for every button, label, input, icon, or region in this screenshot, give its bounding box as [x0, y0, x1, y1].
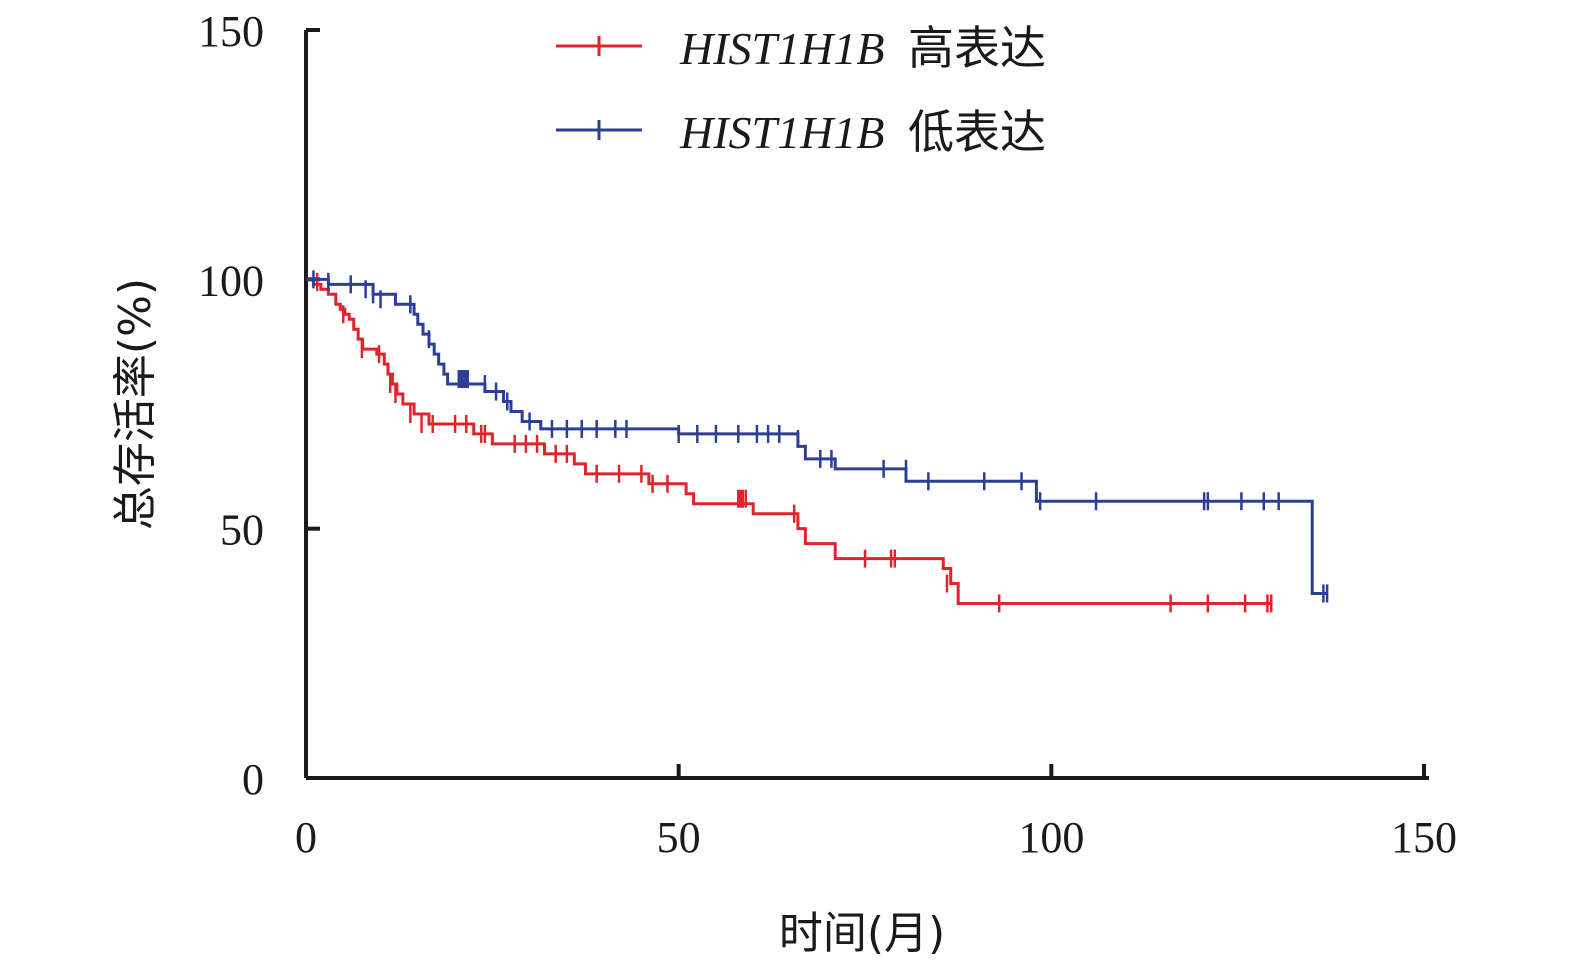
x-tick-label: 150 [1391, 813, 1457, 862]
x-tick-label: 100 [1018, 813, 1084, 862]
legend: HIST1H1B 高表达 HIST1H1B 低表达 [556, 21, 1046, 159]
series-layer [306, 270, 1329, 613]
series-high [306, 272, 1273, 613]
x-ticks: 0 50 100 150 [295, 764, 1457, 862]
legend-high-gene: HIST1H1B [679, 23, 884, 74]
y-ticks: 0 50 100 150 [198, 7, 320, 804]
x-tick-label: 50 [657, 813, 701, 862]
y-tick-label: 100 [198, 256, 264, 305]
legend-low-gene: HIST1H1B [679, 107, 884, 158]
y-tick-label: 150 [198, 7, 264, 56]
legend-item-low: HIST1H1B 低表达 [556, 105, 1046, 159]
x-tick-label: 0 [295, 813, 317, 862]
y-tick-label: 50 [220, 506, 264, 555]
legend-low-suffix: 低表达 [908, 105, 1046, 159]
survival-curve-low [306, 277, 1328, 595]
legend-high-suffix: 高表达 [908, 21, 1046, 75]
y-axis-title: 总存活率(%) [110, 278, 161, 530]
legend-label-high: HIST1H1B 高表达 [679, 21, 1046, 75]
y-tick-label: 0 [242, 755, 264, 804]
legend-label-low: HIST1H1B 低表达 [679, 105, 1046, 159]
series-low [306, 270, 1329, 603]
legend-item-high: HIST1H1B 高表达 [556, 21, 1046, 75]
x-axis-title: 时间(月) [779, 908, 945, 959]
survival-curve-high [306, 277, 1272, 605]
axes [304, 30, 1429, 780]
